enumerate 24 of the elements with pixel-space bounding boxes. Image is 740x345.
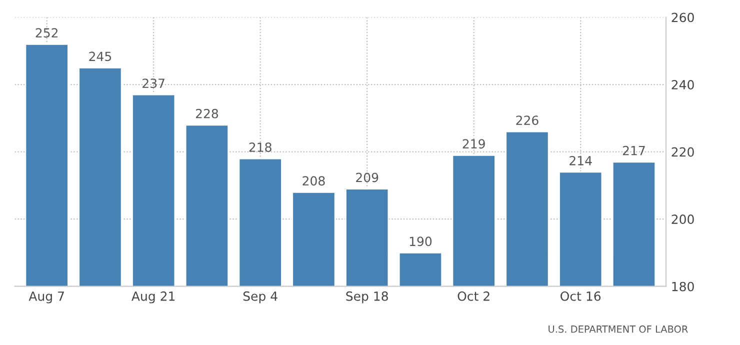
y-tick-label: 200	[672, 214, 694, 224]
data-label: 208	[302, 176, 325, 186]
data-label: 219	[462, 139, 485, 149]
x-tick-label: Oct 16	[560, 291, 601, 301]
x-tick-label: Aug 7	[28, 292, 64, 304]
y-tick-label: 260	[672, 12, 694, 22]
data-label: 245	[89, 52, 112, 62]
x-tick-label: Sep 18	[346, 291, 388, 304]
data-label: 237	[142, 78, 164, 88]
data-label: 209	[356, 172, 378, 182]
text: U.S. DEPARTMENT OF LABOR	[548, 325, 688, 333]
data-label: 228	[196, 108, 218, 118]
data-label: 218	[249, 142, 272, 152]
data-label: 252	[36, 28, 58, 38]
y-tick-label: 240	[672, 80, 694, 90]
x-tick-label: Sep 4	[243, 291, 278, 304]
data-label: 217	[622, 146, 645, 156]
y-tick-label: 220	[672, 147, 694, 157]
x-tick-label: Aug 21	[132, 291, 175, 304]
data-label: 226	[516, 116, 538, 126]
data-label: 214	[570, 156, 592, 166]
y-tick-label: 180	[672, 282, 694, 292]
x-tick-label: Oct 2	[458, 291, 490, 301]
data-label: 190	[410, 236, 432, 246]
